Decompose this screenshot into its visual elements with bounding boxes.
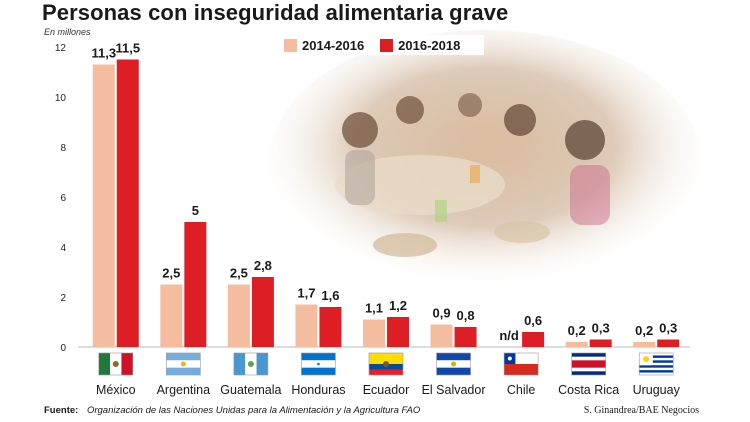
bar-2016-2018 xyxy=(319,307,342,347)
bars xyxy=(92,59,680,347)
value-label: 2,5 xyxy=(230,266,248,281)
argentina-flag-icon xyxy=(166,352,201,376)
y-tick-label: 4 xyxy=(60,243,66,254)
costa-rica-flag-icon xyxy=(571,352,606,376)
legend-label-2014-2016: 2014-2016 xyxy=(302,37,365,53)
value-label: 2,8 xyxy=(254,258,272,273)
x-tick-label: Uruguay xyxy=(633,383,681,397)
legend-swatch-2014-2016 xyxy=(284,38,297,52)
value-label: 0,2 xyxy=(568,323,586,338)
bar-2014-2016 xyxy=(92,64,115,347)
x-tick-label: Argentina xyxy=(157,383,211,397)
value-label: 5 xyxy=(192,203,199,218)
value-label: 0,3 xyxy=(659,321,677,336)
legend-swatch-2016-2018 xyxy=(380,38,394,52)
source-label: Fuente: xyxy=(44,405,79,416)
x-tick-label: Chile xyxy=(507,383,536,397)
bar-2014-2016 xyxy=(565,342,588,347)
bar-2014-2016 xyxy=(363,319,385,347)
y-tick-label: 10 xyxy=(55,93,67,104)
value-label: 0,9 xyxy=(433,306,451,321)
y-axis-unit-label: En millones xyxy=(44,27,91,37)
flags xyxy=(98,352,674,376)
x-axis-labels: México Argentina Guatemala Honduras Ecuador E… xyxy=(96,383,681,397)
value-label: 0,2 xyxy=(635,323,653,338)
bar-2016-2018 xyxy=(251,277,274,347)
chile-flag-icon xyxy=(503,352,539,376)
value-label: n/d xyxy=(499,328,519,343)
guatemala-flag-icon xyxy=(233,352,269,376)
uruguay-flag-icon xyxy=(638,352,674,376)
chart-title: Personas con inseguridad alimentaria gra… xyxy=(42,0,509,25)
y-tick-label: 8 xyxy=(60,143,66,154)
value-label: 1,1 xyxy=(365,301,383,316)
value-label: 1,6 xyxy=(321,288,339,303)
bar-2014-2016 xyxy=(295,304,318,347)
value-label: 11,3 xyxy=(91,46,116,61)
bar-2016-2018 xyxy=(387,317,409,347)
x-tick-label: Honduras xyxy=(291,383,345,397)
credit-text: S. Ginandrea/BAE Negocios xyxy=(583,405,699,416)
bar-2016-2018 xyxy=(522,332,545,347)
y-tick-label: 2 xyxy=(60,293,66,304)
bar-2014-2016 xyxy=(430,324,453,347)
legend-label-2016-2018: 2016-2018 xyxy=(398,37,461,53)
x-tick-label: Guatemala xyxy=(220,383,281,397)
bar-2016-2018 xyxy=(116,59,139,347)
y-tick-label: 12 xyxy=(55,43,67,54)
x-tick-label: El Salvador xyxy=(422,383,486,397)
legend-item-2016-2018: 2016-2018 xyxy=(380,38,460,53)
photo-children-eating-icon xyxy=(270,30,700,290)
source-text: Organización de las Naciones Unidas para… xyxy=(86,405,421,416)
y-tick-label: 6 xyxy=(60,193,66,204)
bar-2014-2016 xyxy=(633,342,656,347)
ecuador-flag-icon xyxy=(368,352,404,376)
value-label: 1,2 xyxy=(389,298,407,313)
bar-2014-2016 xyxy=(227,284,250,347)
el-salvador-flag-icon xyxy=(436,352,471,376)
honduras-flag-icon xyxy=(301,352,336,376)
value-label: 0,8 xyxy=(457,308,475,323)
value-label: 0,6 xyxy=(524,313,542,328)
x-tick-label: Ecuador xyxy=(363,383,410,397)
bar-2016-2018 xyxy=(589,339,612,347)
value-label: 0,3 xyxy=(592,321,610,336)
legend: 2014-2016 2016-2018 xyxy=(278,35,484,55)
value-label: 1,7 xyxy=(297,286,315,301)
value-label: 2,5 xyxy=(162,266,180,281)
bar-2016-2018 xyxy=(454,327,477,347)
x-tick-label: Costa Rica xyxy=(558,383,619,397)
mexico-flag-icon xyxy=(98,352,134,376)
y-tick-label: 0 xyxy=(60,343,66,354)
value-labels: 11,3 11,5 2,5 5 2,5 2,8 1,7 1,6 1,1 1,2 0,9 0,8 n/d 0… xyxy=(91,41,677,344)
bar-2016-2018 xyxy=(184,222,207,347)
bar-2014-2016 xyxy=(160,284,183,347)
x-tick-label: México xyxy=(96,383,136,397)
value-label: 11,5 xyxy=(115,41,140,56)
footer: Fuente: Organización de las Naciones Uni… xyxy=(44,405,699,421)
bar-2016-2018 xyxy=(657,339,680,347)
legend-item-2014-2016: 2014-2016 xyxy=(284,38,364,53)
